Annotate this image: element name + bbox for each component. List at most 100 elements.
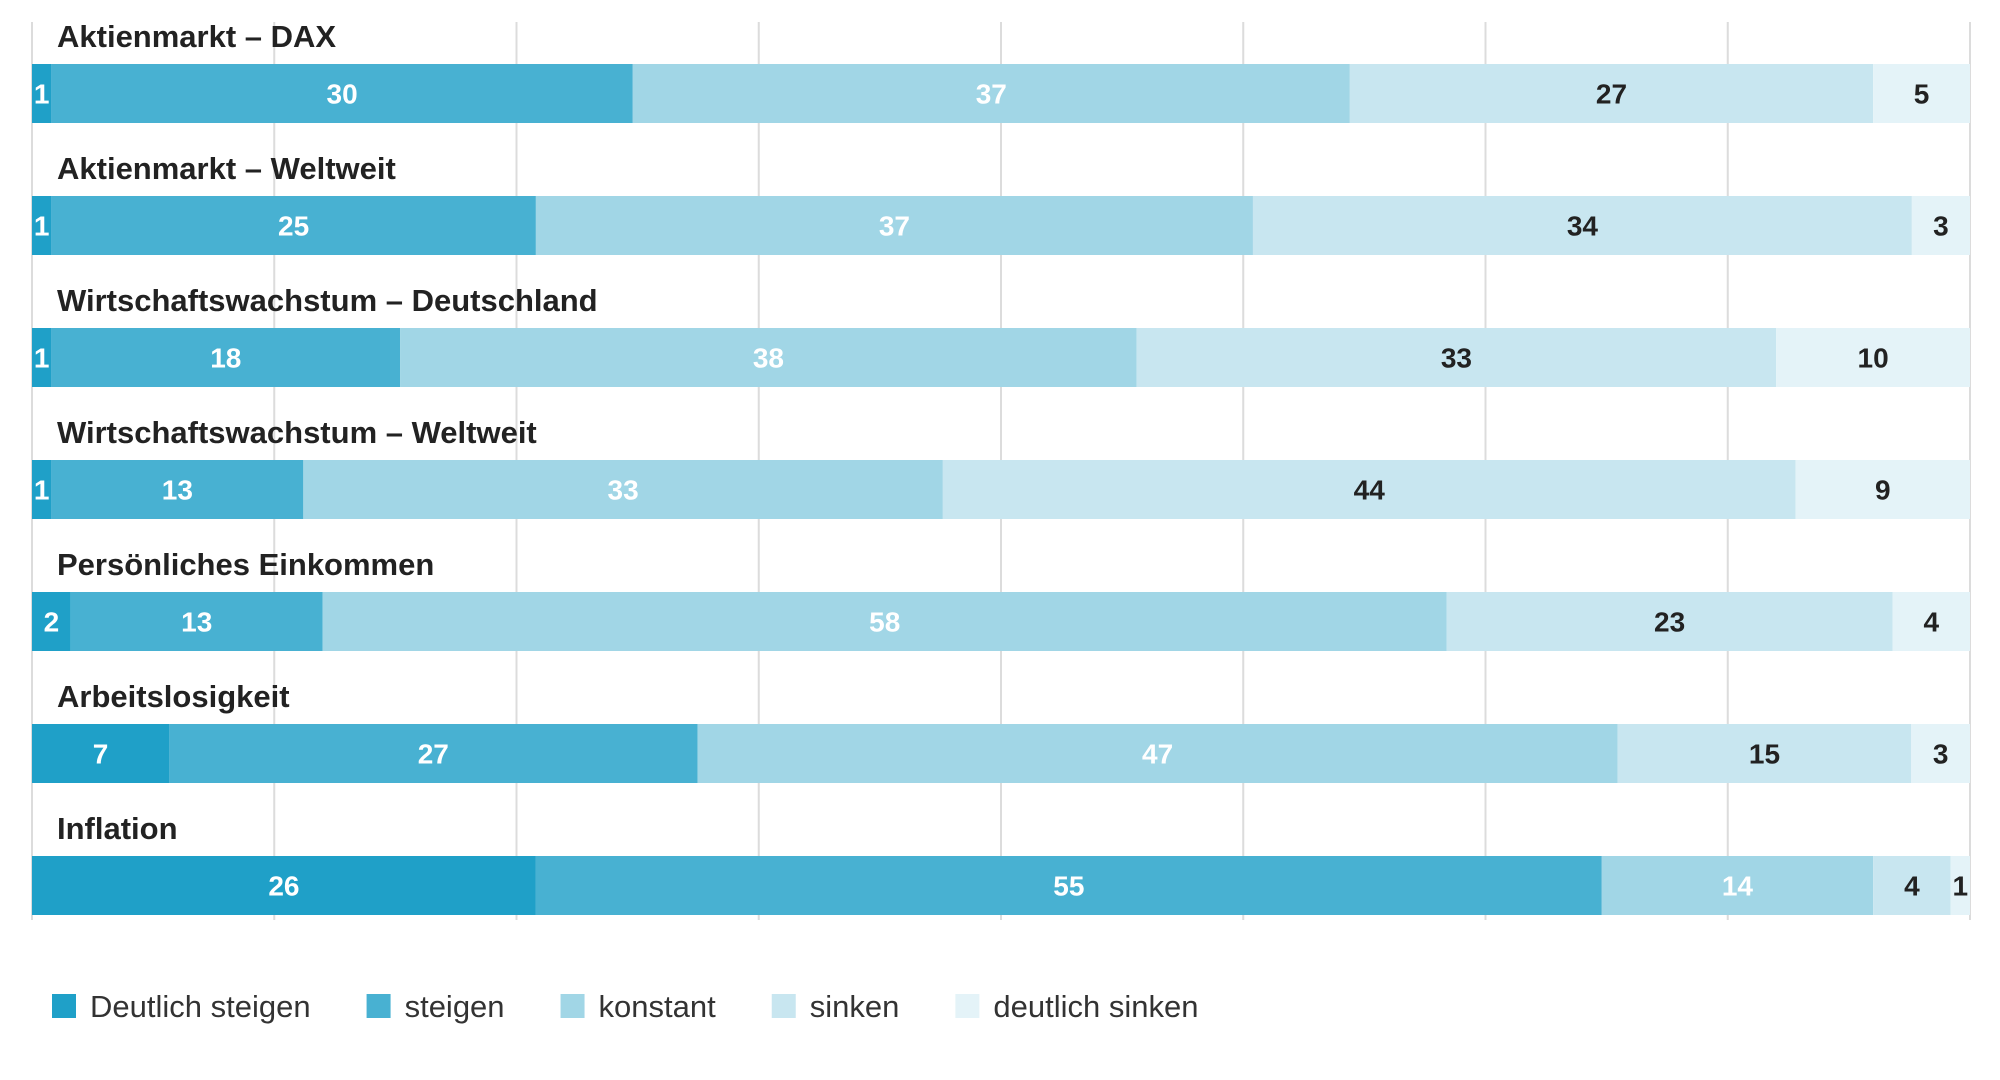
data-label: 30 [327,79,358,110]
bar-segment [51,64,633,123]
bar-segment [535,196,1253,255]
data-label: 1 [34,79,50,110]
bar-segment [1892,592,1970,651]
legend-label: konstant [599,989,717,1024]
bar-segment [535,856,1602,915]
bar-segment [51,328,401,387]
data-label: 23 [1654,607,1685,638]
bar-row: Arbeitslosigkeit 7 27 47 15 3 [32,679,1970,783]
data-label: 1 [34,211,50,242]
bar-segment [32,856,536,915]
bar-row: Inflation 26 55 14 4 1 [32,811,1970,915]
data-label: 13 [181,607,212,638]
data-label: 10 [1858,343,1889,374]
data-label: 7 [93,739,109,770]
category-label: Aktienmarkt – Weltweit [57,151,396,186]
bar-segment [1950,856,1970,915]
bar-segment [1911,724,1970,783]
data-label: 34 [1567,211,1599,242]
category-label: Arbeitslosigkeit [57,679,290,714]
data-label: 5 [1914,79,1930,110]
bar-segment [32,592,71,651]
bar-segment [1601,856,1874,915]
legend-label: sinken [810,989,900,1024]
legend-swatch [52,994,76,1018]
bar-segment [400,328,1137,387]
data-label: 1 [34,475,50,506]
data-label: 1 [1953,871,1969,902]
legend-label: Deutlich steigen [90,989,311,1024]
data-label: 4 [1923,607,1939,638]
bar-segment [1911,196,1970,255]
data-label: 33 [608,475,639,506]
data-label: 15 [1749,739,1780,770]
data-label: 44 [1354,475,1386,506]
legend-item: steigen [366,989,505,1024]
legend-item: sinken [771,989,900,1024]
legend-item: Deutlich steigen [52,989,311,1024]
data-label: 47 [1142,739,1173,770]
legend-swatch [560,994,585,1018]
bar-segment [1873,64,1970,123]
data-label: 1 [34,343,50,374]
bar-segment [632,64,1350,123]
bar-segment [697,724,1618,783]
data-label: 26 [268,871,299,902]
bar-segment [1252,196,1912,255]
data-label: 18 [210,343,241,374]
legend-label: steigen [405,989,505,1024]
data-label: 3 [1933,211,1949,242]
bar-segment [1617,724,1912,783]
bar-segment [1446,592,1893,651]
legend-item: konstant [560,989,717,1024]
legend-swatch [366,994,391,1018]
bar-segment [1795,460,1970,519]
category-label: Wirtschaftswachstum – Deutschland [57,283,598,318]
data-label: 27 [418,739,449,770]
bar-segment [942,460,1796,519]
data-label: 2 [44,607,60,638]
data-label: 13 [162,475,193,506]
bar-row: Persönliches Einkommen 2 13 58 23 4 [32,547,1970,651]
category-label: Inflation [57,811,178,846]
bar-segment [32,328,52,387]
category-label: Aktienmarkt – DAX [57,19,336,54]
data-label: 37 [879,211,910,242]
bar-segment [1873,856,1951,915]
legend-swatch [955,994,980,1018]
bar-segment [32,724,170,783]
data-label: 9 [1875,475,1891,506]
data-label: 14 [1722,871,1754,902]
legend: Deutlich steigen steigen konstant sinken deu… [52,989,1198,1024]
bar-segment [322,592,1447,651]
data-label: 25 [278,211,309,242]
bar-segment [303,460,943,519]
category-label: Wirtschaftswachstum – Weltweit [57,415,537,450]
bar-segment [1349,64,1874,123]
bar-segment [32,64,52,123]
legend-swatch [771,994,796,1018]
data-label: 3 [1933,739,1949,770]
data-label: 37 [976,79,1007,110]
data-label: 55 [1053,871,1084,902]
legend-label: deutlich sinken [993,989,1198,1024]
data-label: 27 [1596,79,1627,110]
data-label: 38 [753,343,784,374]
bar-segment [51,196,536,255]
legend-item: deutlich sinken [955,989,1198,1024]
bar-segment [32,196,52,255]
category-label: Persönliches Einkommen [57,547,434,582]
bar-segment [51,460,304,519]
bar-segment [70,592,323,651]
data-label: 58 [869,607,900,638]
bar-segment [169,724,698,783]
bar-segment [1136,328,1777,387]
data-label: 4 [1904,871,1920,902]
data-label: 33 [1441,343,1472,374]
